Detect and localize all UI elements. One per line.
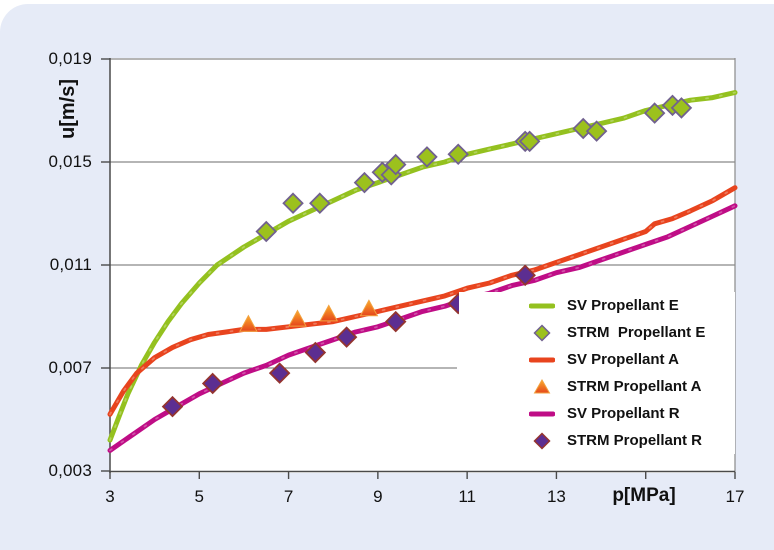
legend-line-swatch-icon bbox=[529, 350, 555, 370]
legend-diamond-icon bbox=[529, 431, 555, 451]
diamond-marker bbox=[585, 120, 608, 142]
legend-line-swatch-icon bbox=[529, 404, 555, 424]
diamond-marker bbox=[447, 143, 469, 166]
diamond-marker bbox=[335, 326, 358, 348]
diamond-marker bbox=[304, 341, 327, 364]
diamond-marker bbox=[643, 102, 666, 124]
triangle-marker bbox=[359, 299, 379, 317]
diamond-marker bbox=[309, 192, 331, 214]
diamond-marker bbox=[255, 220, 278, 243]
y-tick-label: 0,015 bbox=[48, 152, 92, 171]
diamond-marker bbox=[161, 395, 184, 418]
legend-item-strm-propellant-e: STRM Propellant E bbox=[459, 323, 735, 343]
diamond-marker bbox=[518, 130, 541, 153]
series-points-strm-propellant-e bbox=[255, 94, 693, 243]
diamond-marker bbox=[268, 362, 291, 384]
diamond-marker bbox=[670, 97, 693, 119]
y-tick-label: 0,011 bbox=[49, 255, 92, 274]
series-line-sv-propellant-a bbox=[107, 185, 738, 417]
diamond-marker bbox=[353, 171, 376, 194]
y-tick-label: 0,007 bbox=[48, 358, 92, 377]
y-tick-label: 0,003 bbox=[48, 461, 92, 480]
series-line-texture bbox=[109, 186, 736, 416]
triangle-marker bbox=[319, 304, 339, 322]
x-axis-title: p[MPa] bbox=[612, 485, 676, 506]
legend-item-sv-propellant-r: SV Propellant R bbox=[459, 404, 735, 424]
x-tick-label: 13 bbox=[546, 487, 566, 506]
x-tick-label: 17 bbox=[725, 487, 745, 506]
diamond-marker bbox=[201, 372, 224, 395]
series-line-texture bbox=[109, 204, 736, 452]
legend-label: SV Propellant A bbox=[567, 351, 679, 368]
legend-line-swatch-icon bbox=[529, 296, 555, 316]
diamond-marker bbox=[384, 310, 407, 333]
legend-label: SV Propellant E bbox=[567, 297, 679, 314]
diamond-marker bbox=[514, 264, 536, 287]
triangle-marker bbox=[239, 314, 258, 332]
legend-diamond-icon bbox=[529, 323, 555, 343]
x-tick-label: 9 bbox=[373, 487, 383, 506]
legend-label: STRM Propellant E bbox=[567, 324, 706, 341]
legend-item-sv-propellant-a: SV Propellant A bbox=[459, 350, 735, 370]
diamond-marker bbox=[384, 153, 407, 176]
legend-item-sv-propellant-e: SV Propellant E bbox=[459, 296, 735, 316]
x-tick-label: 7 bbox=[283, 487, 294, 506]
x-tick-label: 11 bbox=[458, 487, 476, 506]
x-tick-label: 5 bbox=[194, 487, 205, 506]
series-points-strm-propellant-r bbox=[161, 264, 536, 418]
triangle-marker bbox=[288, 309, 307, 327]
diamond-marker bbox=[572, 117, 594, 140]
legend-label: STRM Propellant A bbox=[567, 378, 702, 395]
legend: SV Propellant E STRM Propellant E SV Prope… bbox=[459, 292, 735, 454]
diamond-marker bbox=[416, 146, 438, 168]
legend-label: SV Propellant R bbox=[567, 405, 680, 422]
legend-item-strm-propellant-a: STRM Propellant A bbox=[459, 377, 735, 397]
legend-item-strm-propellant-r: STRM Propellant R bbox=[459, 431, 735, 451]
x-tick-label: 3 bbox=[105, 487, 115, 506]
diamond-marker bbox=[282, 192, 304, 214]
legend-triangle-icon bbox=[529, 377, 555, 397]
legend-label: STRM Propellant R bbox=[567, 432, 703, 449]
series-points-strm-propellant-a bbox=[239, 299, 379, 332]
y-tick-label: 0,019 bbox=[48, 49, 92, 68]
